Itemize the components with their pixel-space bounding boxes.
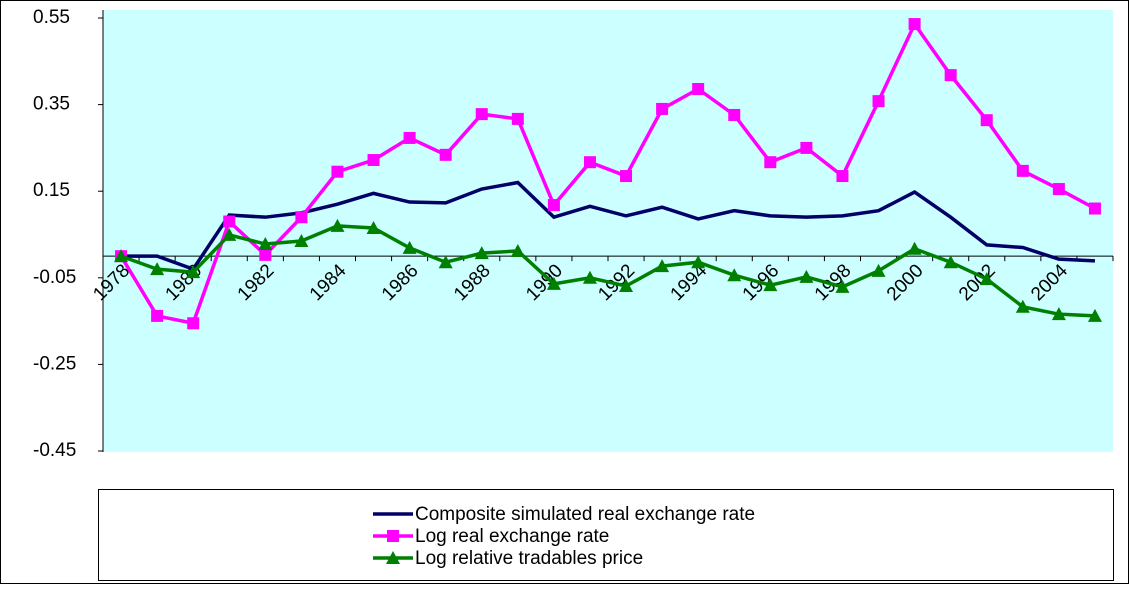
marker <box>186 265 201 279</box>
series-line <box>119 20 1096 326</box>
marker <box>764 156 777 169</box>
marker <box>223 215 236 228</box>
marker <box>583 156 596 169</box>
marker <box>331 165 344 178</box>
marker <box>727 268 742 282</box>
marker <box>475 108 488 121</box>
marker <box>402 240 417 254</box>
marker <box>943 255 958 269</box>
marker <box>259 248 272 261</box>
marker <box>294 233 309 247</box>
marker <box>510 243 525 257</box>
marker <box>474 246 489 260</box>
marker <box>258 237 273 251</box>
marker <box>114 249 129 263</box>
marker <box>944 69 957 82</box>
marker <box>908 18 921 31</box>
marker <box>547 199 560 212</box>
marker <box>799 269 814 283</box>
series-line <box>120 224 1096 318</box>
marker <box>979 272 994 286</box>
marker <box>1088 202 1101 215</box>
marker <box>907 241 922 255</box>
marker <box>691 255 706 269</box>
marker <box>150 262 165 276</box>
marker <box>655 259 670 273</box>
marker <box>1015 299 1030 313</box>
legend-box <box>98 489 1114 581</box>
y-tick-label: -0.45 <box>33 440 76 461</box>
marker <box>438 255 453 269</box>
marker <box>151 309 164 322</box>
y-tick-label: 0.15 <box>33 180 70 201</box>
marker <box>728 108 741 121</box>
marker <box>366 221 381 235</box>
marker <box>546 276 561 290</box>
marker <box>835 279 850 293</box>
marker <box>439 148 452 161</box>
marker <box>387 530 399 542</box>
marker <box>1052 183 1065 196</box>
y-tick-label: 0.35 <box>33 94 70 115</box>
plot-area <box>103 10 1113 452</box>
marker <box>403 131 416 144</box>
marker <box>1087 308 1102 322</box>
y-tick-label: -0.05 <box>33 267 76 288</box>
marker <box>1016 164 1029 177</box>
marker <box>367 154 380 167</box>
marker <box>295 211 308 224</box>
legend-label: Log real exchange rate <box>415 526 609 547</box>
marker <box>692 83 705 96</box>
y-tick-label: -0.25 <box>33 353 76 374</box>
marker <box>656 102 669 115</box>
marker <box>1051 307 1066 321</box>
marker <box>582 270 597 284</box>
marker <box>222 227 237 241</box>
series-line <box>121 180 1096 272</box>
marker <box>980 114 993 127</box>
marker <box>836 170 849 183</box>
marker <box>872 95 885 108</box>
marker <box>620 170 633 183</box>
marker <box>187 317 200 330</box>
marker <box>511 112 524 125</box>
marker <box>386 551 400 564</box>
y-tick-label: 0.55 <box>33 7 70 28</box>
marker <box>619 279 634 293</box>
legend-label: Composite simulated real exchange rate <box>415 504 755 525</box>
marker <box>763 278 778 292</box>
marker <box>871 263 886 277</box>
marker <box>330 218 345 232</box>
legend-label: Log relative tradables price <box>415 548 643 569</box>
marker <box>800 141 813 154</box>
